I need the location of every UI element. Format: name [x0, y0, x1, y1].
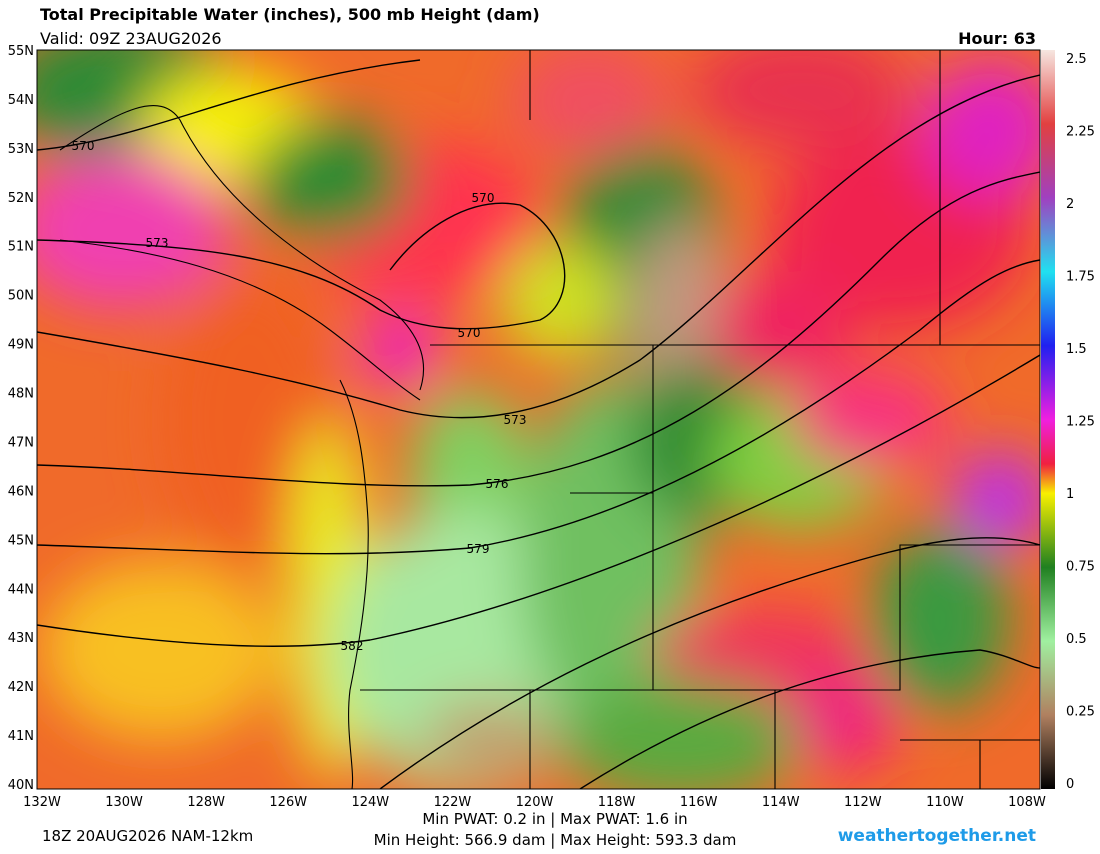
contour-label: 570	[458, 326, 481, 340]
lon-label: 120W	[516, 795, 554, 810]
contour-label: 576	[486, 477, 509, 491]
lat-label: 46N	[8, 484, 34, 499]
lat-label: 50N	[8, 289, 34, 304]
lon-label: 108W	[1008, 795, 1046, 810]
height-range: Min Height: 566.9 dam | Max Height: 593.…	[374, 831, 737, 849]
colorbar-label: 1.75	[1066, 270, 1095, 285]
contours	[37, 59, 1040, 789]
lat-label: 47N	[8, 435, 34, 450]
pwat-blob	[420, 700, 560, 780]
valid-time: Valid: 09Z 23AUG2026	[40, 29, 222, 48]
lat-label: 43N	[8, 631, 34, 646]
coastline	[339, 379, 369, 789]
boundaries	[59, 50, 1040, 789]
contour-label: 579	[467, 542, 490, 556]
pwat-blob	[710, 270, 850, 390]
lon-label: 130W	[105, 795, 143, 810]
coastline	[59, 105, 425, 401]
colorbar-label: 0	[1066, 777, 1074, 792]
contour-line	[37, 259, 1040, 555]
contour-label: 570	[72, 139, 95, 153]
map-title: Total Precipitable Water (inches), 500 m…	[40, 5, 540, 24]
pwat-blob	[870, 530, 1010, 710]
lat-label: 40N	[8, 778, 34, 793]
pwat-blob	[780, 670, 900, 770]
pwat-blob	[690, 50, 910, 150]
pwat-blob	[360, 310, 440, 390]
lon-label: 118W	[598, 795, 636, 810]
lat-label: 41N	[8, 729, 34, 744]
lat-label: 52N	[8, 191, 34, 206]
pwat-range: Min PWAT: 0.2 in | Max PWAT: 1.6 in	[422, 810, 687, 828]
colorbar	[1041, 50, 1055, 789]
lat-label: 54N	[8, 93, 34, 108]
pwat-blob	[790, 370, 950, 470]
lon-label: 116W	[680, 795, 718, 810]
contour-line	[37, 59, 421, 151]
colorbar-label: 1.25	[1066, 415, 1095, 430]
contour-label: 582	[341, 639, 364, 653]
pwat-blob	[250, 120, 410, 240]
lat-label: 53N	[8, 142, 34, 157]
pwat-blob	[560, 680, 800, 789]
lon-label: 114W	[762, 795, 800, 810]
lon-label: 124W	[351, 795, 389, 810]
site-credit: weathertogether.net	[838, 826, 1036, 846]
contour-line	[37, 354, 1040, 647]
contour-line	[37, 74, 1040, 419]
lat-label: 44N	[8, 582, 34, 597]
pwat-blob	[37, 150, 230, 310]
colorbar-label: 0.5	[1066, 632, 1087, 647]
contour-label: 570	[472, 191, 495, 205]
contour-line	[379, 537, 1040, 789]
lat-label: 48N	[8, 387, 34, 402]
lat-label: 45N	[8, 533, 34, 548]
lat-label: 51N	[8, 240, 34, 255]
lon-label: 122W	[434, 795, 472, 810]
lon-label: 126W	[269, 795, 307, 810]
lat-label: 42N	[8, 680, 34, 695]
pwat-blob	[160, 270, 340, 570]
lat-label: 55N	[8, 44, 34, 59]
border	[360, 50, 1040, 789]
pwat-blob	[410, 390, 530, 550]
colorbar-label: 0.75	[1066, 560, 1095, 575]
contour-line	[37, 202, 566, 330]
pwat-field	[37, 50, 1040, 789]
colorbar-label: 2	[1066, 197, 1074, 212]
colorbar-label: 2.5	[1066, 52, 1087, 67]
colorbar-label: 0.25	[1066, 705, 1095, 720]
lon-label: 112W	[844, 795, 882, 810]
lon-label: 128W	[187, 795, 225, 810]
lon-label: 132W	[23, 795, 61, 810]
map-frame	[36, 49, 1041, 790]
lat-label: 49N	[8, 338, 34, 353]
contour-label: 573	[146, 236, 169, 250]
pwat-blob	[510, 50, 670, 160]
pwat-blob	[950, 450, 1040, 550]
contour-label: 573	[504, 413, 527, 427]
colorbar-label: 1.5	[1066, 342, 1087, 357]
colorbar-label: 2.25	[1066, 125, 1095, 140]
map-area	[37, 50, 1040, 789]
forecast-hour: Hour: 63	[958, 29, 1036, 48]
contour-line	[579, 649, 1040, 789]
model-run: 18Z 20AUG2026 NAM-12km	[42, 827, 253, 845]
pwat-blob	[40, 560, 280, 740]
pwat-blob	[650, 610, 870, 690]
lon-label: 110W	[926, 795, 964, 810]
colorbar-label: 1	[1066, 487, 1074, 502]
pwat-blob	[920, 60, 1040, 200]
